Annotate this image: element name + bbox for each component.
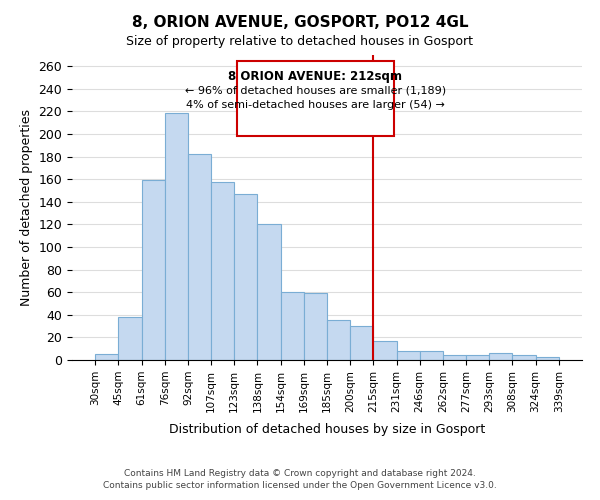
Bar <box>118 317 142 360</box>
FancyBboxPatch shape <box>236 60 394 136</box>
Bar <box>257 224 281 360</box>
Text: 8, ORION AVENUE, GOSPORT, PO12 4GL: 8, ORION AVENUE, GOSPORT, PO12 4GL <box>132 15 468 30</box>
Bar <box>211 182 234 360</box>
X-axis label: Distribution of detached houses by size in Gosport: Distribution of detached houses by size … <box>169 423 485 436</box>
Bar <box>373 341 397 360</box>
Bar <box>350 326 373 360</box>
Text: ← 96% of detached houses are smaller (1,189): ← 96% of detached houses are smaller (1,… <box>185 86 446 96</box>
Bar <box>304 294 327 360</box>
Bar <box>420 351 443 360</box>
Bar <box>281 292 304 360</box>
Y-axis label: Number of detached properties: Number of detached properties <box>20 109 33 306</box>
Text: Size of property relative to detached houses in Gosport: Size of property relative to detached ho… <box>127 35 473 48</box>
Bar <box>234 194 257 360</box>
Bar <box>489 353 512 360</box>
Bar <box>188 154 211 360</box>
Text: 8 ORION AVENUE: 212sqm: 8 ORION AVENUE: 212sqm <box>229 70 403 82</box>
Bar <box>466 356 489 360</box>
Text: Contains HM Land Registry data © Crown copyright and database right 2024.
Contai: Contains HM Land Registry data © Crown c… <box>103 468 497 490</box>
Bar <box>536 356 559 360</box>
Bar <box>327 320 350 360</box>
Bar <box>512 356 536 360</box>
Bar <box>443 356 466 360</box>
Text: 4% of semi-detached houses are larger (54) →: 4% of semi-detached houses are larger (5… <box>186 100 445 110</box>
Bar <box>165 112 188 360</box>
Bar <box>397 351 420 360</box>
Bar <box>142 180 165 360</box>
Bar <box>95 354 118 360</box>
